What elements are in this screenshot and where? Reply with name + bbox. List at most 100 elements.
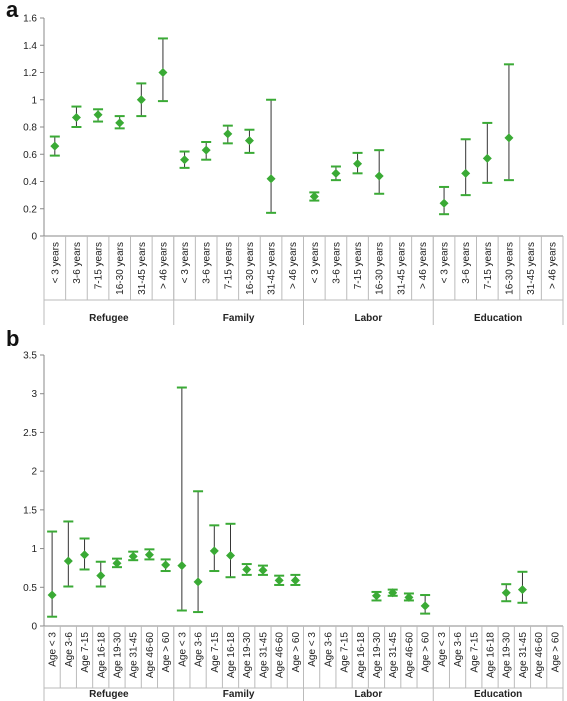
y-tick-label: 1 <box>31 544 37 555</box>
x-category-label: > 46 years <box>548 242 559 289</box>
data-point <box>115 118 125 128</box>
x-category-label: Age 19-30 <box>112 632 123 679</box>
y-tick-label: 2.5 <box>23 428 37 439</box>
data-point <box>244 136 254 146</box>
x-category-label: Age 16-18 <box>486 632 497 679</box>
x-category-label: 3-6 years <box>461 242 472 284</box>
x-category-label: Age 46-60 <box>145 632 156 679</box>
y-tick-label: 1 <box>31 95 37 106</box>
x-category-label: Age 7-15 <box>210 632 221 673</box>
x-category-label: > 46 years <box>288 242 299 289</box>
data-point <box>353 159 363 169</box>
data-point <box>331 168 341 178</box>
data-point <box>112 558 122 568</box>
data-point <box>404 592 414 602</box>
group-label: Family <box>223 689 255 700</box>
x-category-label: Age > 60 <box>161 632 172 673</box>
data-point <box>193 577 203 587</box>
x-category-label: Age 46-60 <box>534 632 545 679</box>
data-point <box>201 145 211 155</box>
x-category-label: 16-30 years <box>115 242 126 295</box>
data-point <box>242 564 252 574</box>
data-point <box>371 591 381 601</box>
x-category-label: Age < 3 <box>177 632 188 667</box>
data-point <box>50 141 60 151</box>
data-point <box>158 68 168 77</box>
data-point <box>388 588 398 598</box>
y-tick-label: 0.2 <box>23 204 37 215</box>
x-category-label: 3-6 years <box>331 242 342 284</box>
data-point <box>439 198 449 208</box>
x-category-label: Age > 60 <box>421 632 432 673</box>
data-point <box>374 171 384 181</box>
group-label: Family <box>223 313 255 324</box>
x-category-label: 31-45 years <box>396 242 407 295</box>
x-category-label: 31-45 years <box>267 242 278 295</box>
x-category-label: Age < 3 <box>48 632 59 667</box>
y-tick-label: 0.8 <box>23 123 37 134</box>
group-label: Labor <box>354 689 382 700</box>
x-category-label: Age 7-15 <box>340 632 351 673</box>
x-category-label: Age 31-45 <box>258 632 269 679</box>
data-point <box>136 95 146 105</box>
x-category-label: Age 3-6 <box>453 632 464 667</box>
x-category-label: Age 31-45 <box>388 632 399 679</box>
x-category-label: < 3 years <box>310 242 321 283</box>
y-tick-label: 0.5 <box>23 583 37 594</box>
y-tick-label: 3.5 <box>23 351 37 362</box>
y-tick-label: 1.5 <box>23 505 37 516</box>
x-category-label: Age 3-6 <box>194 632 205 667</box>
data-point <box>482 153 492 163</box>
data-point <box>266 174 276 184</box>
data-point <box>47 590 57 600</box>
x-category-label: 7-15 years <box>353 242 364 289</box>
data-point <box>80 550 90 560</box>
x-category-label: Age 16-18 <box>96 632 107 679</box>
x-category-label: < 3 years <box>50 242 61 283</box>
x-category-label: 7-15 years <box>94 242 105 289</box>
x-category-label: Age > 60 <box>550 632 561 673</box>
y-tick-label: 1.4 <box>23 41 37 52</box>
data-point <box>504 133 514 143</box>
x-category-label: Age 46-60 <box>275 632 286 679</box>
data-point <box>71 112 81 122</box>
data-point <box>209 546 219 556</box>
chart-panel-a: a 0 0.2 0.4 0.6 0.8 1 1.2 1.4 1.6 < 3 years 3-6 yea… <box>6 0 564 325</box>
x-category-label: Age 46-60 <box>404 632 415 679</box>
group-label: Education <box>474 689 522 700</box>
x-category-label: Age 19-30 <box>372 632 383 679</box>
data-point <box>501 588 511 598</box>
group-label: Refugee <box>89 689 129 700</box>
x-category-label: 16-30 years <box>375 242 386 295</box>
x-category-label: Age 7-15 <box>469 632 480 673</box>
data-point <box>517 585 527 595</box>
data-point <box>93 110 103 120</box>
x-category-label: Age > 60 <box>291 632 302 673</box>
group-label: Education <box>474 313 522 324</box>
x-category-label: Age < 3 <box>437 632 448 667</box>
y-tick-label: 1.6 <box>23 14 37 25</box>
x-category-label: < 3 years <box>180 242 191 283</box>
data-point <box>226 551 236 561</box>
chart-panel-b: b 0 0.5 1 1.5 2 2.5 3 3.5 Age < 3 Age 3-6 Age 7-15 A… <box>6 326 564 701</box>
group-label: Refugee <box>89 313 129 324</box>
x-category-label: 3-6 years <box>72 242 83 284</box>
data-point <box>223 129 233 139</box>
x-category-label: > 46 years <box>418 242 429 289</box>
data-point <box>177 561 187 571</box>
y-tick-label: 0 <box>31 622 37 633</box>
data-point <box>128 551 138 561</box>
x-category-label: 7-15 years <box>223 242 234 289</box>
x-category-label: Age 19-30 <box>502 632 513 679</box>
y-tick-label: 0.4 <box>23 177 37 188</box>
x-category-label: Age 3-6 <box>323 632 334 667</box>
x-category-label: Age 3-6 <box>64 632 75 667</box>
y-tick-label: 0.6 <box>23 150 37 161</box>
x-category-label: 3-6 years <box>202 242 213 284</box>
panel-label: a <box>6 0 19 22</box>
x-category-label: > 46 years <box>158 242 169 289</box>
x-category-label: Age 16-18 <box>356 632 367 679</box>
y-tick-label: 0 <box>31 232 37 243</box>
x-category-label: 31-45 years <box>137 242 148 295</box>
